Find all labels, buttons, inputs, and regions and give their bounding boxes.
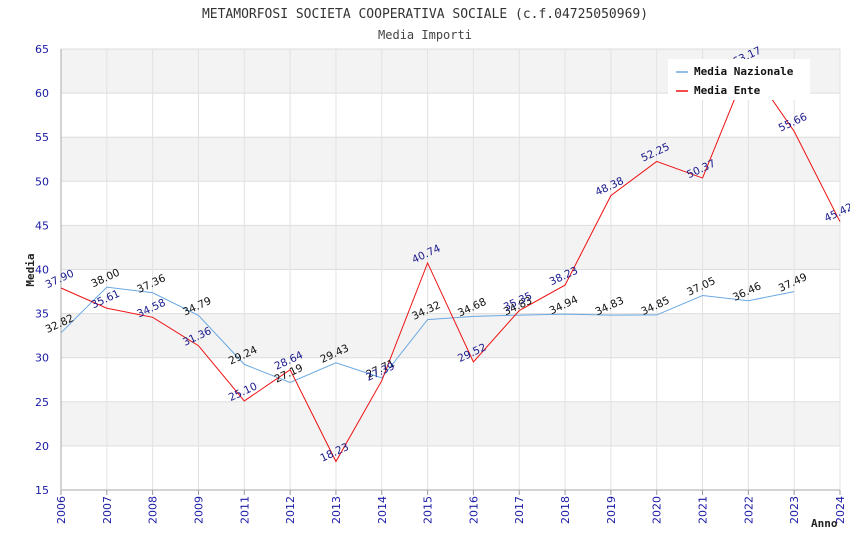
x-tick-label: 2011 [238,496,251,524]
x-tick-label: 2009 [192,496,205,524]
y-tick-label: 65 [35,43,49,56]
series-line-media-nazionale [60,286,795,384]
x-axis-label: Anno [811,517,838,530]
y-tick-label: 15 [35,484,49,497]
y-tick-label: 45 [35,219,49,232]
background-band [61,313,840,358]
y-tick-label: 25 [35,396,49,409]
data-label-media-ente: 45.42 [823,201,850,225]
x-tick-label: 2013 [330,496,343,524]
y-tick-label: 30 [35,352,49,365]
x-tick-label: 2018 [559,496,572,524]
y-tick-label: 50 [35,175,49,188]
y-tick-label: 40 [35,264,49,277]
series-lines [60,64,841,463]
data-label-media-ente: 55.66 [777,111,810,135]
y-tick-label: 60 [35,87,49,100]
axes [60,49,841,495]
y-tick-label: 35 [35,308,49,321]
legend-box [668,59,810,100]
data-label-media-nazionale: 37.05 [685,275,717,299]
x-tick-label: 2020 [651,496,664,524]
x-tick-label: 2012 [284,496,297,524]
data-label-media-ente: 25.10 [227,380,259,404]
legend-label-media-nazionale: Media Nazionale [694,65,794,78]
y-axis-label: Media [24,253,37,286]
background-band [61,401,840,446]
x-tick-label: 2019 [605,496,618,524]
y-tick-labels: 15 20 25 30 35 40 45 50 55 60 65 [35,43,49,497]
x-tick-label: 2008 [147,496,160,524]
data-label-media-nazionale: 38.00 [89,267,121,291]
y-tick-label: 55 [35,131,49,144]
x-tick-label: 2024 [834,496,847,524]
x-tick-label: 2022 [742,496,755,524]
x-tick-label: 2017 [513,496,526,524]
chart-title: METAMORFOSI SOCIETA COOPERATIVA SOCIALE … [202,7,648,22]
legend-label-media-ente: Media Ente [694,84,761,97]
background-band [61,137,840,182]
x-tick-labels: 2006 2007 2008 2009 2011 2012 2013 2014 2015 2016… [55,496,847,524]
x-tick-label: 2016 [467,496,480,524]
x-tick-label: 2021 [697,496,710,524]
background-bands [61,49,840,446]
x-tick-label: 2007 [101,496,114,524]
data-label-media-nazionale: 37.49 [777,271,809,295]
x-tick-label: 2023 [788,496,801,524]
x-tick-label: 2006 [55,496,68,524]
grid-lines [60,48,841,491]
x-tick-label: 2015 [422,496,435,524]
legend: Media Nazionale Media Ente [668,59,810,100]
y-tick-label: 20 [35,440,49,453]
chart-subtitle: Media Importi [378,28,472,42]
x-tick-label: 2014 [376,496,389,524]
series-line-media-ente [60,64,841,463]
background-band [61,225,840,270]
